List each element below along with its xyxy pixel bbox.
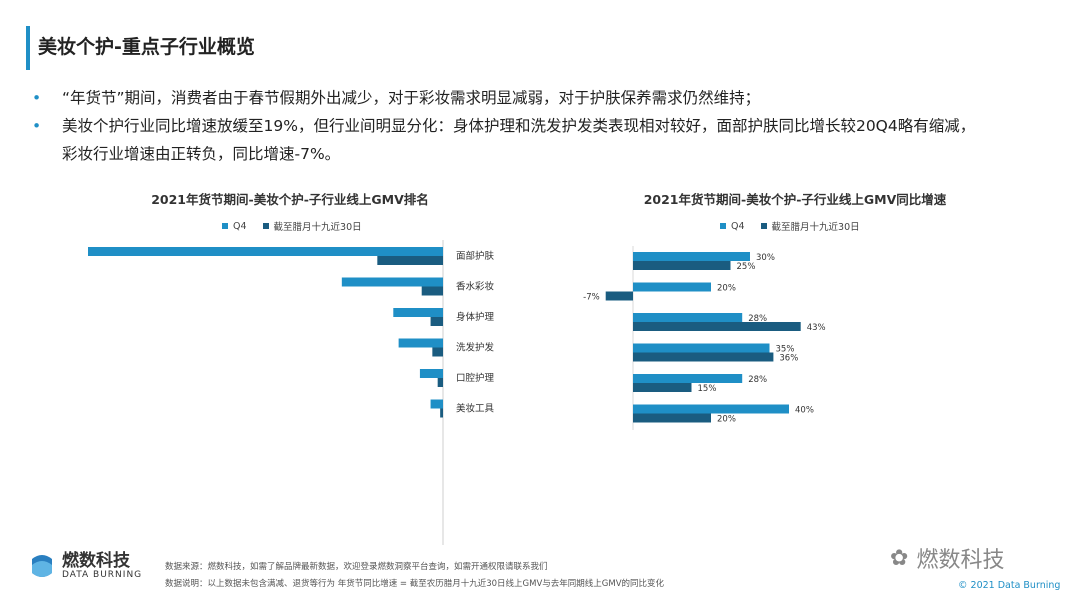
bar-recent [633, 413, 711, 423]
bar-recent [440, 408, 443, 418]
title-accent-bar [26, 26, 30, 70]
brand-name-cn: 燃数科技 [62, 551, 130, 571]
data-label: 43% [807, 323, 826, 333]
page-title: 美妆个护-重点子行业概览 [38, 36, 255, 58]
bullet-dot-icon: • [32, 89, 42, 107]
data-label: 25% [737, 262, 756, 272]
legend-item-q4: Q4 [720, 221, 745, 232]
chart-legend: Q4 截至腊月十九近30日 [720, 219, 860, 233]
bullet-item: • “年货节”期间，消费者由于春节假期外出减少，对于彩妆需求明显减弱，对于护肤保… [30, 84, 990, 112]
legend-swatch [760, 223, 767, 229]
bar-recent [633, 261, 731, 270]
data-label: 28% [748, 375, 767, 385]
category-label: 洗发护发 [456, 342, 495, 354]
legend-item-recent: 截至腊月十九近30日 [262, 219, 362, 233]
data-label: 36% [779, 354, 798, 364]
bar-recent [633, 383, 692, 392]
legend-label: 截至腊月十九近30日 [273, 222, 362, 233]
bar-q4 [633, 343, 770, 353]
bar-q4 [393, 308, 443, 317]
chart-title-gmv-growth: 2021年货节期间-美妆个护-子行业线上GMV同比增速 [643, 192, 947, 207]
data-label: 28% [748, 314, 767, 324]
bar-recent [377, 256, 443, 265]
legend-label: 截至腊月十九近30日 [771, 222, 860, 233]
category-label: 面部护肤 [456, 250, 495, 262]
data-label: -7% [583, 293, 600, 303]
data-label: 15% [698, 384, 717, 394]
bar-q4 [341, 277, 443, 287]
brand-logo: 燃数科技 DATA BURNING [30, 551, 142, 581]
data-label: 35% [776, 345, 795, 355]
bar-q4 [633, 374, 743, 383]
gmv-growth-chart: 30%25% 20% -7% 28% 43% 35%36% 28% 15% 40% 20% [583, 246, 826, 430]
legend-label: Q4 [233, 220, 247, 232]
category-label: 香水彩妆 [456, 281, 495, 293]
bar-q4 [88, 247, 443, 256]
legend-item-q4: Q4 [222, 221, 247, 232]
brand-name-en: DATA BURNING [62, 570, 143, 580]
bullet-text: 美妆个护行业同比增速放缓至19%，但行业间明显分化：身体护理和洗发护发类表现相对… [62, 117, 976, 163]
wechat-account-name: 燃数科技 [916, 548, 1005, 573]
footer-note: 数据说明：以上数据未包含满减、退货等行为 年货节同比增速 = 截至农历腊月十九近… [165, 579, 665, 589]
legend-swatch [222, 223, 228, 229]
data-burning-logo-icon [32, 555, 52, 577]
bar-q4 [633, 252, 750, 261]
data-label: 20% [717, 415, 736, 425]
legend-swatch [720, 223, 726, 229]
bar-q4 [419, 369, 443, 378]
legend-swatch [262, 223, 269, 229]
bar-recent [437, 378, 443, 387]
bar-recent [432, 347, 443, 357]
bar-recent [430, 317, 443, 326]
bar-q4 [633, 313, 743, 322]
data-label: 20% [717, 284, 736, 294]
category-label: 美妆工具 [456, 403, 495, 415]
data-label: 30% [756, 253, 775, 263]
category-label: 身体护理 [456, 311, 495, 323]
bar-recent [633, 322, 801, 331]
bullet-dot-icon: • [32, 117, 42, 135]
bar-q4 [398, 338, 443, 348]
wechat-watermark: ✿ 燃数科技 [890, 542, 1004, 574]
bar-recent [633, 352, 774, 362]
bar-q4 [633, 404, 789, 414]
bullet-list: • “年货节”期间，消费者由于春节假期外出减少，对于彩妆需求明显减弱，对于护肤保… [30, 84, 990, 168]
bullet-item: • 美妆个护行业同比增速放缓至19%，但行业间明显分化：身体护理和洗发护发类表现… [30, 112, 990, 168]
bar-recent [605, 291, 633, 301]
data-label: 40% [795, 406, 814, 416]
bar-q4 [430, 399, 443, 409]
legend-item-recent: 截至腊月十九近30日 [760, 219, 860, 233]
wechat-icon: ✿ [890, 545, 909, 571]
bar-recent [421, 286, 443, 296]
category-label: 口腔护理 [456, 372, 495, 384]
legend-label: Q4 [731, 220, 745, 232]
bullet-text: “年货节”期间，消费者由于春节假期外出减少，对于彩妆需求明显减弱，对于护肤保养需… [62, 89, 761, 107]
chart-title-gmv-ranking: 2021年货节期间-美妆个护-子行业线上GMV排名 [151, 192, 429, 207]
copyright-text: © 2021 Data Burning [958, 580, 1061, 591]
footer-source: 数据来源：燃数科技，如需了解品牌最新数据，欢迎登录燃数洞察平台查询，如需开通权限… [165, 562, 548, 572]
chart-legend: Q4 截至腊月十九近30日 [222, 219, 362, 233]
bar-q4 [633, 282, 711, 292]
